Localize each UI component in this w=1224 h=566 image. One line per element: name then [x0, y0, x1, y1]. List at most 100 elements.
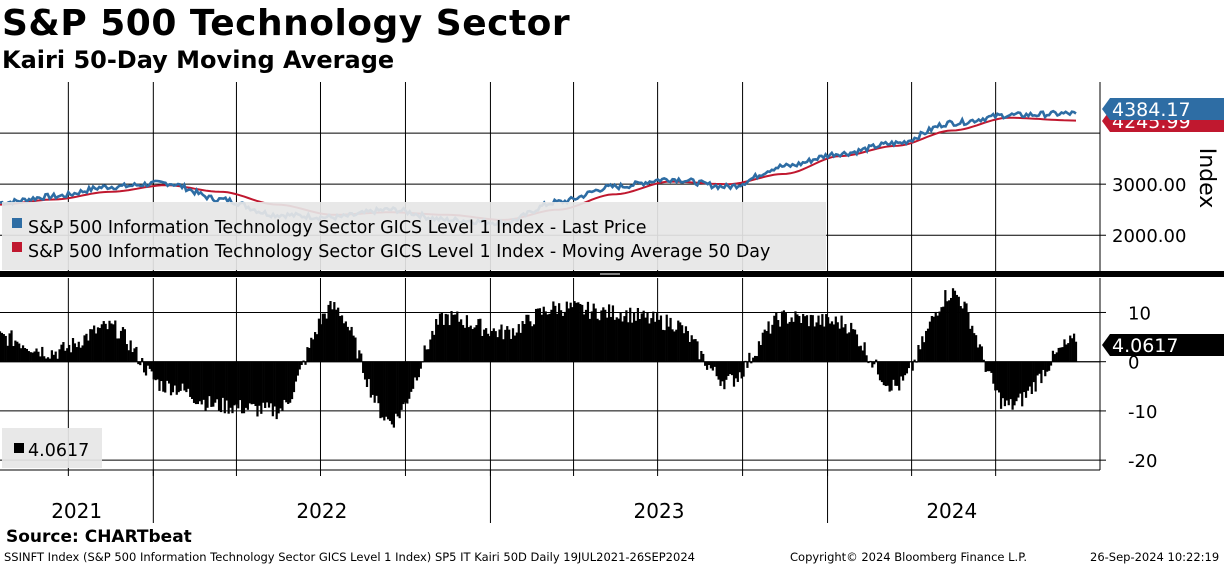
kairi-bar: [771, 324, 774, 362]
kairi-bar: [119, 330, 123, 362]
kairi-bar: [319, 324, 322, 362]
kairi-bar: [75, 347, 78, 362]
kairi-bar: [517, 324, 520, 362]
kairi-bar: [971, 325, 974, 362]
kairi-bar: [304, 361, 307, 365]
kairi-bar: [788, 321, 791, 362]
kairi-bar: [890, 361, 893, 391]
kairi-bar: [1069, 335, 1072, 362]
chart-title: S&P 500 Technology Sector: [2, 3, 571, 44]
kairi-bar: [640, 313, 643, 362]
kairi-bar: [963, 301, 966, 362]
kairi-bar: [898, 361, 901, 391]
kairi-bar: [16, 341, 19, 362]
kairi-bar: [509, 338, 513, 362]
kairi-bar: [536, 308, 540, 362]
kairi-bar: [631, 322, 634, 362]
kairi-bar: [740, 361, 743, 379]
kairi-bar: [901, 361, 905, 381]
kairi-bar: [663, 330, 666, 362]
kairi-bar: [873, 361, 876, 365]
kairi-bar: [581, 304, 584, 362]
kairi-bar: [815, 322, 818, 362]
kairi-bar: [143, 361, 146, 373]
kairi-bar: [617, 318, 620, 362]
footer-timestamp: 26-Sep-2024 10:22:19: [1090, 550, 1220, 564]
kairi-bar: [392, 361, 395, 428]
kairi-bar: [425, 349, 428, 362]
kairi-bar: [27, 351, 30, 362]
kairi-bar: [642, 310, 645, 362]
kairi-bar: [365, 361, 369, 388]
kairi-bar: [694, 339, 697, 362]
kairi-bar: [852, 329, 855, 362]
kairi-bar: [778, 326, 782, 362]
kairi-bar: [1067, 343, 1070, 362]
kairi-bar: [556, 313, 559, 362]
kairi-bar: [1032, 361, 1035, 383]
kairi-bar: [10, 330, 13, 362]
kairi-bar: [281, 361, 284, 412]
kairi-bar: [479, 318, 482, 362]
kairi-bar: [602, 307, 605, 362]
kairi-bar: [590, 311, 593, 362]
kairi-bar: [200, 361, 203, 405]
kairi-bar: [1042, 361, 1045, 370]
kairi-bar: [786, 323, 789, 362]
kairi-bar: [237, 361, 240, 409]
kairi-last-value-tag-shape: [1102, 334, 1224, 356]
kairi-bar: [269, 361, 273, 404]
kairi-bar: [246, 361, 249, 410]
price-legend-box: [2, 202, 826, 270]
kairi-ytick-label: 0: [1128, 353, 1139, 374]
kairi-bar: [842, 327, 845, 362]
kairi-bar: [196, 361, 200, 405]
kairi-bar: [673, 331, 676, 362]
kairi-bar: [438, 313, 442, 362]
price-last-value-tag-shape: [1102, 98, 1224, 120]
kairi-bar: [502, 339, 505, 362]
kairi-bar: [331, 309, 334, 362]
kairi-bar: [52, 354, 55, 362]
kairi-bar: [298, 361, 301, 370]
kairi-bar: [265, 361, 269, 403]
kairi-bar: [559, 310, 563, 362]
kairi-bar: [523, 324, 526, 362]
kairi-bar: [859, 345, 862, 362]
kairi-bar: [342, 323, 346, 362]
kairi-bar: [754, 355, 757, 362]
kairi-bar: [35, 348, 38, 362]
kairi-bar: [1057, 347, 1060, 362]
kairi-bar: [1028, 361, 1031, 387]
kairi-bar: [586, 301, 590, 362]
kairi-bar: [863, 342, 866, 362]
kairi-bar: [905, 361, 909, 374]
kairi-bar: [515, 332, 518, 362]
kairi-bar: [1049, 361, 1053, 366]
kairi-bar: [723, 361, 726, 390]
kairi-bar: [802, 313, 805, 362]
kairi-bar: [239, 361, 242, 401]
kairi-bar: [152, 361, 155, 380]
kairi-bar: [1005, 361, 1008, 401]
kairi-bar: [1065, 344, 1068, 362]
kairi-bar: [216, 361, 219, 400]
kairi-bar: [154, 361, 157, 381]
kairi-bar: [813, 326, 816, 362]
kairi-bar: [0, 332, 4, 362]
kairi-bar: [525, 314, 528, 362]
kairi-bar: [33, 351, 36, 362]
kairi-bar: [133, 348, 136, 362]
kairi-bar: [177, 361, 180, 393]
kairi-bar: [871, 361, 874, 368]
kairi-bar: [508, 329, 511, 362]
kairi-bar: [498, 329, 501, 362]
kairi-bar: [761, 332, 764, 362]
kairi-bar: [654, 321, 657, 362]
kairi-bar: [73, 343, 77, 362]
kairi-bar: [1001, 361, 1005, 399]
kairi-bar: [644, 317, 647, 362]
kairi-bar: [233, 361, 236, 406]
kairi-bar: [777, 320, 780, 362]
kairi-bar: [759, 345, 762, 362]
